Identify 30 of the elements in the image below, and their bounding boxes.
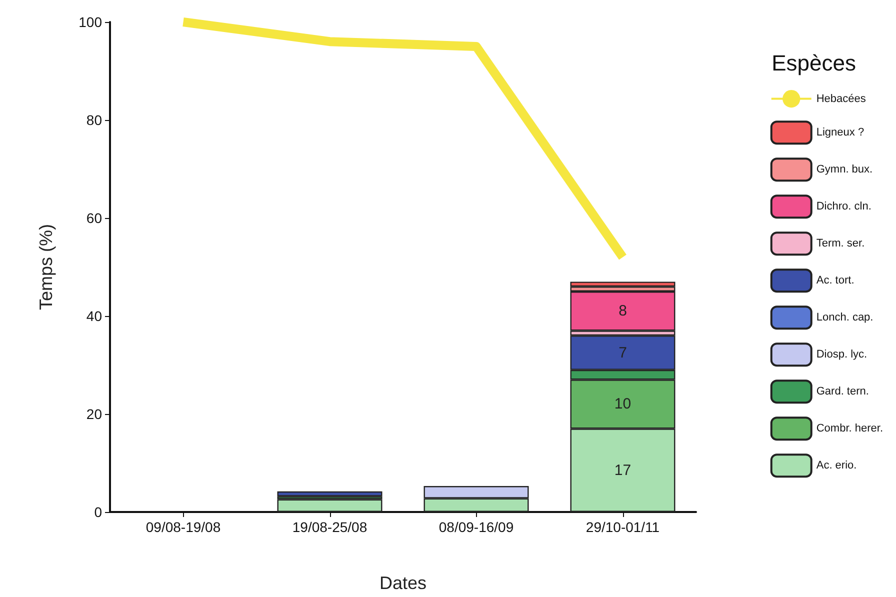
y-tick-label: 40 — [86, 308, 102, 324]
y-tick-label: 80 — [86, 112, 102, 128]
bar — [277, 499, 382, 512]
data-label: 7 — [618, 344, 627, 362]
legend-label: Dichro. cln. — [816, 200, 872, 213]
legend-label: Gymn. bux. — [816, 164, 873, 176]
legend-label: Gard. tern. — [816, 386, 869, 398]
y-tick-label: 60 — [86, 210, 102, 226]
legend-label: Ac. erio. — [816, 460, 857, 472]
x-tick-label: 09/08-19/08 — [146, 519, 221, 535]
legend-label: Ac. tort. — [816, 274, 854, 287]
y-tick-label: 100 — [78, 14, 102, 30]
y-tick-label: 0 — [94, 504, 102, 520]
data-label: 17 — [614, 462, 632, 479]
y-tick-label: 20 — [86, 406, 102, 422]
legend-label: Term. ser. — [816, 238, 865, 250]
x-axis-title: Dates — [379, 573, 427, 593]
legend-label: Ligneux ? — [816, 126, 864, 139]
data-label: 10 — [614, 396, 632, 413]
legend-label: Hebacées — [816, 92, 866, 105]
legend-label: Diosp. lyc. — [816, 348, 868, 361]
x-tick-label: 19/08-25/08 — [292, 519, 368, 535]
legend-title: Espèces — [772, 50, 856, 76]
x-tick-label: 29/10-01/11 — [586, 519, 660, 535]
legend-label: Combr. herer. — [816, 422, 883, 435]
y-axis-title: Temps (%) — [36, 224, 56, 310]
x-tick-label: 08/09-16/09 — [438, 519, 514, 535]
data-label: 8 — [618, 302, 627, 320]
legend-label: Lonch. cap. — [816, 312, 874, 324]
bar — [277, 491, 382, 496]
